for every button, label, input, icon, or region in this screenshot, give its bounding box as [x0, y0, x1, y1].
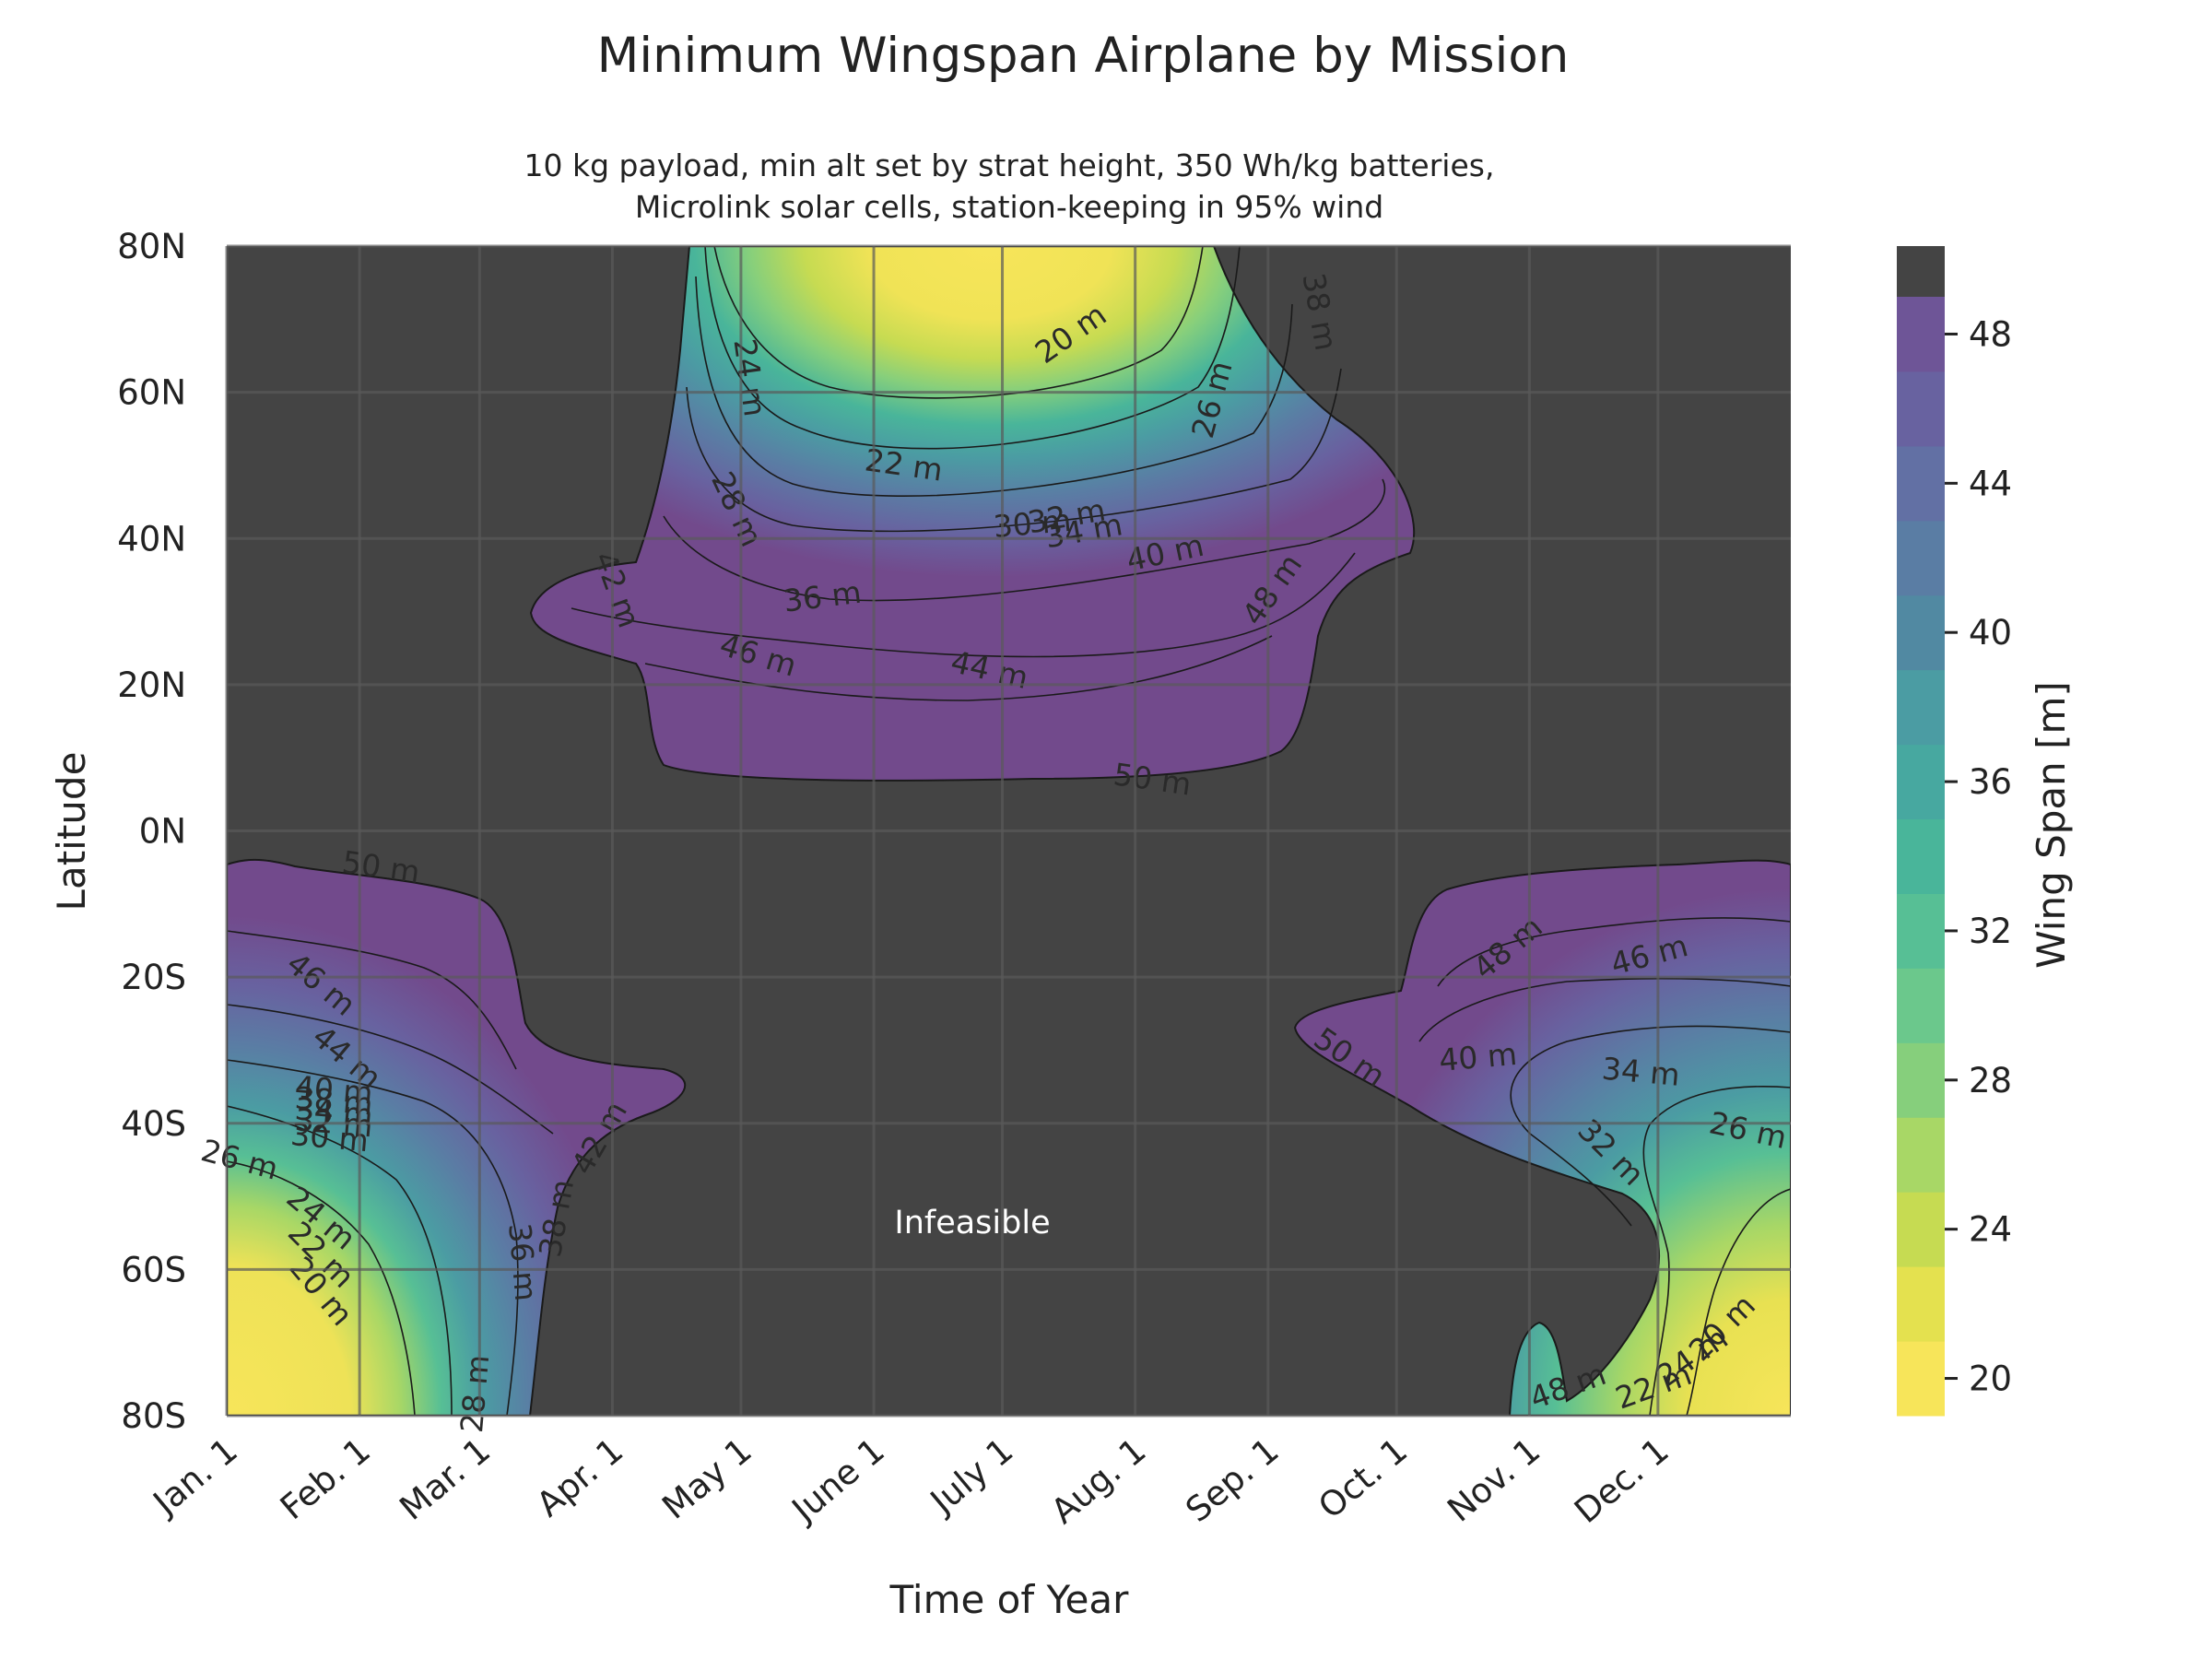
x-tick-label: Feb. 1	[273, 1430, 378, 1527]
colorbar-segment	[1897, 445, 1945, 522]
colorbar-tick-label: 36	[1969, 762, 2012, 802]
x-tick-label: Aug. 1	[1043, 1430, 1153, 1532]
y-axis-label: Latitude	[49, 752, 94, 912]
contour-line	[695, 276, 1293, 498]
feasible-region-north	[529, 246, 1416, 782]
x-tick-label: May 1	[654, 1430, 759, 1527]
colorbar-tick-label: 20	[1969, 1359, 2012, 1399]
x-tick-label: Apr. 1	[529, 1430, 630, 1524]
colorbar-segment	[1897, 1266, 1945, 1342]
colorbar-segment	[1897, 669, 1945, 746]
colorbar-segment	[1897, 1042, 1945, 1118]
colorbar-segment	[1897, 968, 1945, 1043]
colorbar-tick-label: 40	[1969, 613, 2012, 653]
contour-line	[704, 246, 1241, 450]
colorbar-tick-label: 48	[1969, 314, 2012, 354]
contour-line	[686, 368, 1342, 533]
contour-line	[571, 552, 1356, 658]
contour-line	[227, 930, 517, 1070]
colorbar-segment	[1897, 297, 1945, 372]
colorbar-segment	[1897, 371, 1945, 447]
colorbar: 48 44 40 36 32 28 24 20	[1897, 246, 2012, 1417]
x-tick-label: Oct. 1	[1311, 1430, 1415, 1526]
x-tick-label: July 1	[922, 1430, 1020, 1523]
colorbar-over-segment	[1897, 246, 1945, 297]
y-tick-label: 20N	[117, 665, 186, 705]
contour-line	[1686, 1188, 1791, 1416]
contour-label: 28 m	[453, 1353, 496, 1434]
colorbar-tick-label: 32	[1969, 912, 2012, 951]
feasible-region-south-west	[227, 858, 687, 1416]
y-tick-label: 40S	[121, 1104, 186, 1144]
x-tick-label: Mar. 1	[393, 1430, 499, 1528]
y-axis: 80N 60N 40N 20N 0N 20S 40S 60S 80S	[117, 227, 1791, 1436]
colorbar-segment	[1897, 818, 1945, 894]
x-tick-label: June 1	[783, 1430, 892, 1531]
contour-line	[644, 635, 1273, 701]
contour-label: 34 m	[1600, 1051, 1681, 1093]
x-tick-label: Jan. 1	[145, 1430, 245, 1524]
colorbar-tick-label: 24	[1969, 1210, 2012, 1250]
colorbar-segment	[1897, 1192, 1945, 1267]
y-tick-label: 0N	[139, 812, 186, 852]
contour-line	[1418, 977, 1791, 1042]
colorbar-segment	[1897, 1341, 1945, 1417]
contour-lines	[227, 246, 1791, 1416]
colorbar-segment	[1897, 893, 1945, 969]
y-tick-label: 40N	[117, 519, 186, 559]
colorbar-segment	[1897, 744, 1945, 820]
colorbar-segment	[1897, 520, 1945, 596]
y-tick-label: 80N	[117, 227, 186, 266]
colorbar-segment	[1897, 594, 1945, 671]
chart-title: Minimum Wingspan Airplane by Mission	[597, 28, 1570, 84]
contour-label: 36 m	[501, 1222, 544, 1303]
contour-line	[663, 478, 1386, 602]
y-tick-label: 80S	[121, 1396, 186, 1436]
chart-subtitle-line-1: 10 kg payload, min alt set by strat heig…	[524, 147, 1495, 183]
contour-line	[227, 1059, 519, 1416]
chart-subtitle-line-2: Microlink solar cells, station-keeping i…	[635, 189, 1383, 225]
contour-line	[227, 1004, 554, 1135]
colorbar-tick-label: 28	[1969, 1061, 2012, 1100]
y-tick-label: 60N	[117, 373, 186, 413]
x-tick-label: Dec. 1	[1567, 1430, 1677, 1531]
x-tick-label: Sep. 1	[1178, 1430, 1286, 1530]
contour-line	[1510, 1025, 1791, 1227]
colorbar-tick-label: 44	[1969, 464, 2012, 503]
infeasible-label: Infeasible	[894, 1205, 1050, 1241]
y-tick-label: 60S	[121, 1250, 186, 1289]
x-axis-label: Time of Year	[889, 1577, 1130, 1622]
y-tick-label: 20S	[121, 958, 186, 997]
colorbar-segment	[1897, 1117, 1945, 1193]
feasible-regions	[227, 246, 1791, 1416]
feasible-region-south-east	[1293, 859, 1791, 1416]
contour-label: 40 m	[1438, 1036, 1519, 1078]
contour-line	[227, 1160, 416, 1416]
contour-line	[713, 246, 1204, 399]
colorbar-label: Wing Span [m]	[2029, 681, 2074, 969]
contour-line	[1437, 917, 1791, 987]
contour-line	[1642, 1086, 1791, 1416]
x-tick-label: Nov. 1	[1440, 1430, 1547, 1530]
